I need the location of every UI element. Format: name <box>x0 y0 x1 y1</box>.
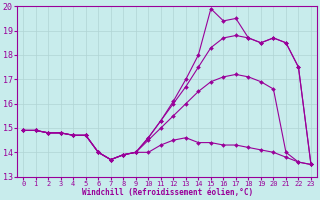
X-axis label: Windchill (Refroidissement éolien,°C): Windchill (Refroidissement éolien,°C) <box>82 188 253 197</box>
